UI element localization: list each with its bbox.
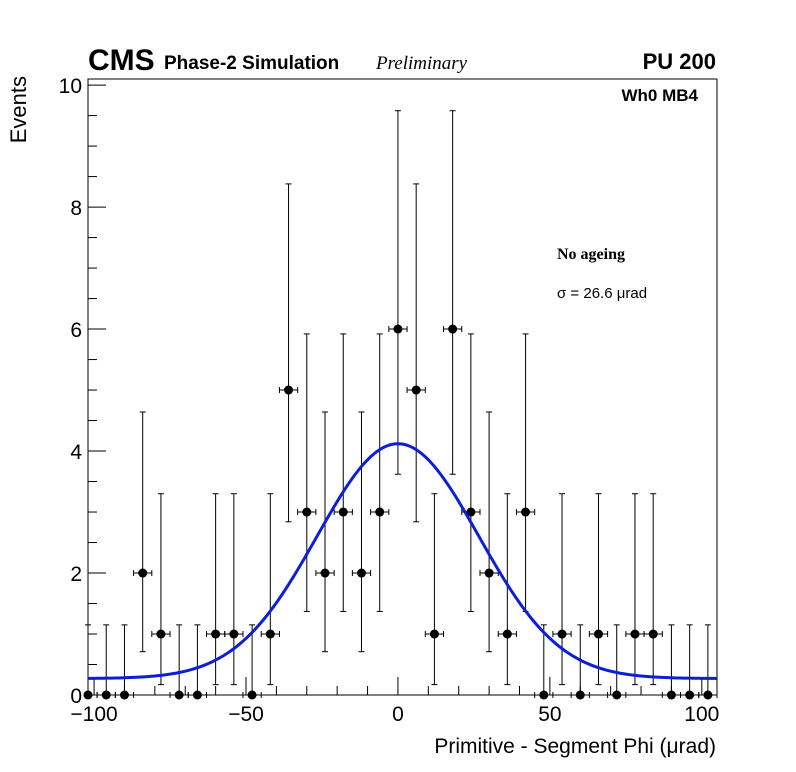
- data-point: [260, 493, 280, 686]
- data-marker: [539, 690, 549, 700]
- data-point: [406, 183, 426, 523]
- data-point: [169, 624, 189, 700]
- x-tick-label: −100: [70, 703, 117, 726]
- data-marker: [101, 690, 111, 700]
- data-point: [643, 493, 663, 686]
- data-marker: [265, 629, 275, 639]
- data-point: [83, 624, 98, 700]
- data-marker: [521, 507, 531, 517]
- data-marker: [557, 629, 567, 639]
- data-point: [242, 624, 262, 700]
- simulation-label: Phase-2 Simulation: [164, 53, 339, 74]
- data-point: [588, 493, 609, 686]
- data-point: [479, 411, 499, 653]
- data-marker: [393, 324, 403, 334]
- data-point: [96, 624, 116, 700]
- data-marker: [338, 507, 348, 517]
- y-tick-label: 2: [70, 563, 82, 586]
- data-marker: [302, 507, 312, 517]
- data-marker: [284, 385, 294, 395]
- data-point: [625, 493, 645, 686]
- pileup-label: PU 200: [643, 49, 716, 74]
- y-tick-label: 4: [70, 441, 82, 464]
- data-marker: [156, 629, 166, 639]
- data-point: [151, 493, 171, 686]
- data-marker: [192, 690, 202, 700]
- region-label: Wh0 MB4: [622, 86, 699, 105]
- data-point: [278, 183, 299, 523]
- data-marker: [356, 568, 366, 578]
- data-marker: [429, 629, 439, 639]
- data-point: [388, 110, 408, 475]
- data-marker: [119, 690, 129, 700]
- data-marker: [83, 690, 93, 700]
- data-marker: [411, 385, 421, 395]
- x-tick-label: 100: [684, 703, 719, 726]
- data-marker: [247, 690, 257, 700]
- data-marker: [484, 568, 494, 578]
- data-point: [515, 333, 536, 612]
- data-marker: [502, 629, 512, 639]
- data-marker: [685, 690, 695, 700]
- data-marker: [138, 568, 148, 578]
- data-point: [187, 624, 208, 700]
- data-marker: [229, 629, 239, 639]
- y-tick-label: 6: [70, 319, 82, 342]
- data-marker: [375, 507, 385, 517]
- data-marker: [666, 690, 676, 700]
- data-point: [315, 411, 335, 653]
- x-tick-label: 50: [538, 703, 561, 726]
- data-point: [224, 493, 244, 686]
- data-marker: [575, 690, 585, 700]
- data-point: [114, 624, 135, 700]
- data-point: [698, 624, 718, 700]
- data-point: [370, 333, 390, 612]
- fit-curve: [87, 442, 718, 680]
- y-axis: 0 2 4 6 8 10: [59, 75, 106, 708]
- data-marker: [448, 324, 458, 334]
- data-point: [333, 333, 353, 612]
- x-tick-label: −50: [228, 703, 264, 726]
- data-point: [661, 624, 682, 700]
- cms-label: CMS: [88, 44, 155, 77]
- y-axis-title: Events: [6, 76, 31, 143]
- plot-frame: [87, 78, 718, 696]
- y-tick-label: 10: [59, 75, 82, 98]
- data-point: [351, 411, 372, 653]
- x-axis-title: Primitive - Segment Phi (μrad): [434, 735, 716, 758]
- data-points: [83, 110, 718, 700]
- data-marker: [648, 629, 658, 639]
- data-point: [607, 624, 627, 700]
- data-marker: [593, 629, 603, 639]
- data-point: [133, 411, 153, 653]
- data-point: [680, 624, 700, 700]
- data-point: [534, 624, 554, 700]
- legend-label: No ageing: [557, 246, 625, 263]
- data-marker: [703, 690, 713, 700]
- data-point: [297, 333, 317, 612]
- y-tick-label: 8: [70, 197, 82, 220]
- data-marker: [466, 507, 476, 517]
- sigma-label: σ = 26.6 μrad: [557, 285, 647, 302]
- x-tick-label: 0: [392, 703, 404, 726]
- data-marker: [174, 690, 184, 700]
- data-marker: [211, 629, 221, 639]
- data-marker: [630, 629, 640, 639]
- x-axis: −100 −50 0 50 100: [70, 677, 719, 726]
- data-point: [443, 110, 463, 475]
- preliminary-label: Preliminary: [375, 53, 468, 74]
- data-marker: [612, 690, 622, 700]
- data-point: [206, 493, 226, 686]
- y-tick-label: 0: [70, 685, 82, 708]
- data-point: [552, 493, 572, 686]
- data-point: [461, 333, 481, 612]
- data-marker: [320, 568, 330, 578]
- data-point: [497, 493, 517, 686]
- data-point: [424, 493, 445, 686]
